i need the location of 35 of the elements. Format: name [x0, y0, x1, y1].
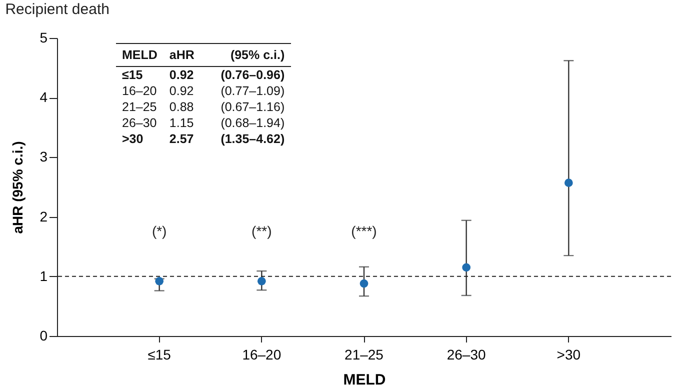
x-tick-label: >30	[556, 346, 581, 362]
y-tick-label: 3	[40, 148, 48, 165]
y-tick-label: 5	[40, 30, 48, 46]
annotation: (0.68–1.94)	[220, 115, 286, 131]
annotation: (**)	[252, 223, 272, 239]
x-tick-label: 26–30	[446, 346, 486, 362]
category-label: 21–25	[122, 100, 157, 114]
x-tick-label: ≤15	[148, 346, 172, 362]
annotation: 0.92	[168, 67, 195, 83]
x-axis-title: MELD	[343, 372, 386, 385]
annotation: 0.88	[168, 99, 195, 115]
category-label: >30	[122, 132, 144, 146]
annotation: 2.57	[168, 131, 195, 147]
annotation: (***)	[351, 223, 377, 239]
chart-title: Recipient death	[5, 1, 110, 18]
x-tick-label: 21–25	[344, 346, 384, 362]
annotation: 1.15	[168, 115, 195, 131]
y-tick-label: 0	[40, 328, 48, 344]
annotation: (*)	[152, 223, 167, 239]
annotation: MELD	[116, 44, 164, 66]
annotation: (0.76–0.96)	[220, 67, 286, 83]
x-tick-label: 16–20	[242, 346, 282, 362]
annotation: (0.77–1.09)	[220, 83, 286, 99]
category-label: 16–20	[122, 84, 157, 98]
annotation: (1.35–4.62)	[220, 131, 286, 147]
category-label: ≤15	[122, 68, 143, 82]
annotation: (0.67–1.16)	[220, 99, 286, 115]
y-axis-title: aHR (95% c.i.)	[10, 141, 26, 234]
annotation: 0.92	[168, 83, 195, 99]
y-tick-label: 1	[40, 268, 48, 284]
annotation: (95% c.i.)	[200, 44, 291, 66]
annotation: aHR	[163, 44, 200, 66]
y-tick-label: 4	[40, 89, 48, 106]
y-tick-label: 2	[40, 208, 48, 224]
category-label: 26–30	[122, 116, 157, 130]
